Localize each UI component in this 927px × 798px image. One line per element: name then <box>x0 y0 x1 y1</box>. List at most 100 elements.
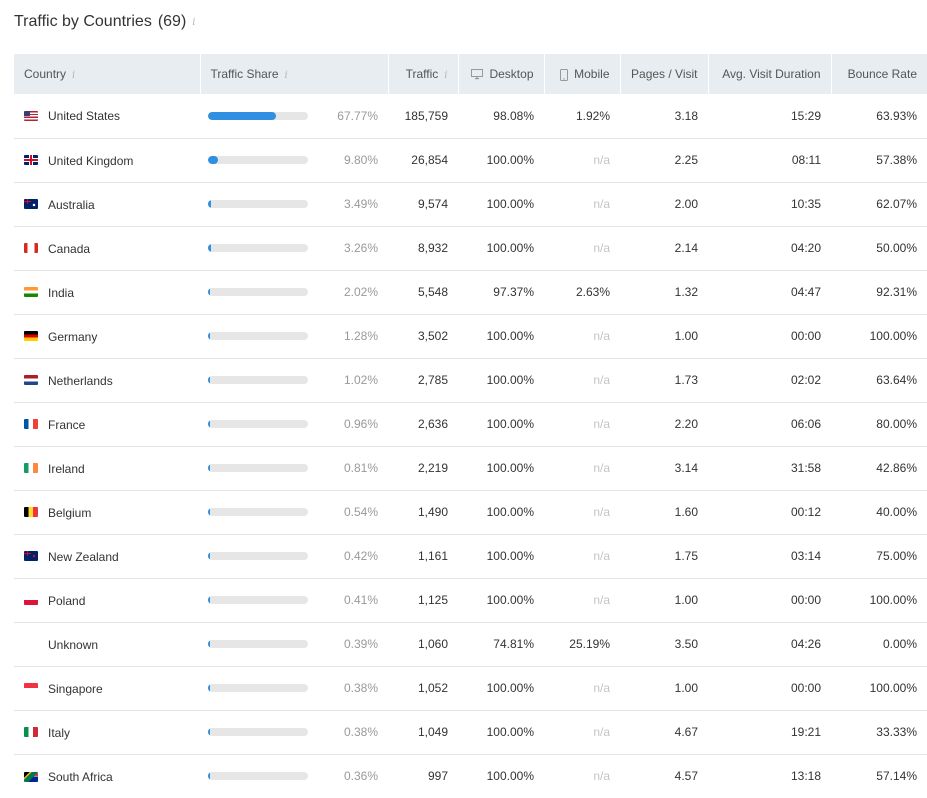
country-link[interactable]: New Zealand <box>48 549 119 564</box>
table-row[interactable]: Singapore 0.38% 1,052 100.00% n/a 1.00 00:00 10… <box>14 666 927 710</box>
col-country[interactable]: Country i <box>24 67 76 81</box>
table-row[interactable]: New Zealand 0.42% 1,161 100.00% n/a 1.75 03:14… <box>14 534 927 578</box>
cell-mobile: n/a <box>593 241 610 255</box>
table-row[interactable]: South Africa 0.36% 997 100.00% n/a 4.57 13:18 5… <box>14 754 927 798</box>
cell-country: Poland <box>14 578 200 622</box>
flag-in-icon <box>24 287 38 298</box>
table-row[interactable]: France 0.96% 2,636 100.00% n/a 2.20 06:06 80.00… <box>14 402 927 446</box>
table-row[interactable]: Canada 3.26% 8,932 100.00% n/a 2.14 04:20 50.00… <box>14 226 927 270</box>
traffic-share-bar <box>208 640 308 648</box>
cell-desktop: 97.37% <box>493 285 534 299</box>
country-link[interactable]: Poland <box>48 593 86 608</box>
traffic-share-bar <box>208 684 308 692</box>
country-link[interactable]: Canada <box>48 241 91 256</box>
col-traffic[interactable]: Traffic i <box>387 54 458 94</box>
info-icon[interactable]: i <box>444 70 448 81</box>
table-row[interactable]: Germany 1.28% 3,502 100.00% n/a 1.00 00:00 100.… <box>14 314 927 358</box>
country-link[interactable]: Ireland <box>48 461 85 476</box>
cell-mobile: n/a <box>593 197 610 211</box>
col-bounce-rate[interactable]: Bounce Rate <box>830 54 927 94</box>
title-info-icon[interactable]: i <box>192 16 196 28</box>
country-link[interactable]: Belgium <box>48 505 92 520</box>
traffic-share-bar-fill <box>208 376 210 384</box>
traffic-share-bar-fill <box>208 464 210 472</box>
cell-avg-visit-duration: 00:00 <box>790 329 821 343</box>
cell-traffic-share: 0.81% <box>200 446 388 490</box>
table-row[interactable]: India 2.02% 5,548 97.37% 2.63% 1.32 04:47 92.31… <box>14 270 927 314</box>
cell-desktop: 74.81% <box>493 637 534 651</box>
cell-mobile: 2.63% <box>575 285 610 299</box>
cell-traffic: 26,854 <box>411 153 448 167</box>
traffic-share-bar <box>208 420 308 428</box>
table-row[interactable]: Belgium 0.54% 1,490 100.00% n/a 1.60 00:12 40.0… <box>14 490 927 534</box>
table-row[interactable]: Poland 0.41% 1,125 100.00% n/a 1.00 00:00 100.0… <box>14 578 927 622</box>
traffic-share-bar <box>208 508 308 516</box>
cell-bounce-rate: 62.07% <box>876 197 917 211</box>
flag-ie-icon <box>24 463 38 474</box>
table-row[interactable]: Australia 3.49% 9,574 100.00% n/a 2.00 10:35 62… <box>14 182 927 226</box>
cell-mobile: n/a <box>593 329 610 343</box>
traffic-share-percent: 0.38% <box>343 725 378 739</box>
desktop-icon <box>471 69 484 80</box>
traffic-share-percent: 0.81% <box>343 461 378 475</box>
info-icon[interactable]: i <box>284 70 288 81</box>
traffic-share-percent: 0.41% <box>343 593 378 607</box>
table-row[interactable]: Netherlands 1.02% 2,785 100.00% n/a 1.73 02:02… <box>14 358 927 402</box>
col-traffic-share[interactable]: Traffic Share i <box>199 54 388 94</box>
table-row[interactable]: Ireland 0.81% 2,219 100.00% n/a 3.14 31:58 42.8… <box>14 446 927 490</box>
country-link[interactable]: France <box>48 417 86 432</box>
country-link[interactable]: United Kingdom <box>48 153 134 168</box>
col-pages-per-visit[interactable]: Pages / Visit <box>619 54 708 94</box>
flag-be-icon <box>24 507 38 518</box>
cell-country: Belgium <box>14 490 200 534</box>
traffic-share-percent: 0.38% <box>343 681 378 695</box>
traffic-share-bar <box>208 332 308 340</box>
cell-traffic: 1,060 <box>417 637 448 651</box>
cell-bounce-rate: 63.93% <box>876 108 917 123</box>
col-avg-visit-duration[interactable]: Avg. Visit Duration <box>707 54 831 94</box>
info-icon[interactable]: i <box>72 70 76 81</box>
cell-country: Canada <box>14 226 200 270</box>
col-desktop[interactable]: Desktop <box>457 54 544 94</box>
col-mobile[interactable]: Mobile <box>543 54 620 94</box>
cell-mobile: n/a <box>593 417 610 431</box>
cell-bounce-rate: 42.86% <box>876 461 917 475</box>
country-link[interactable]: Italy <box>48 725 71 740</box>
cell-bounce-rate: 57.14% <box>876 769 917 784</box>
cell-desktop: 100.00% <box>486 373 534 387</box>
country-count: (69) <box>157 13 187 30</box>
cell-pages-per-visit: 1.32 <box>674 285 698 299</box>
country-link[interactable]: Singapore <box>48 681 103 696</box>
cell-bounce-rate: 75.00% <box>876 549 917 563</box>
country-link[interactable]: South Africa <box>48 769 113 784</box>
country-link[interactable]: United States <box>48 109 121 124</box>
table-row[interactable]: United Kingdom 9.80% 26,854 100.00% n/a 2.25 0… <box>14 138 927 182</box>
cell-bounce-rate: 0.00% <box>882 637 917 651</box>
cell-avg-visit-duration: 00:00 <box>790 593 821 607</box>
cell-country: Ireland <box>14 446 200 490</box>
traffic-share-bar-fill <box>208 552 210 560</box>
cell-avg-visit-duration: 04:20 <box>790 241 821 255</box>
table-row[interactable]: Italy 0.38% 1,049 100.00% n/a 4.67 19:21 33.33% <box>14 710 927 754</box>
cell-traffic: 3,502 <box>417 329 448 343</box>
cell-country: Germany <box>14 314 200 358</box>
cell-desktop: 100.00% <box>486 197 534 211</box>
cell-traffic-share: 2.02% <box>200 270 388 314</box>
country-link[interactable]: Germany <box>48 329 98 344</box>
country-link[interactable]: India <box>48 285 75 300</box>
cell-traffic-share: 3.26% <box>200 226 388 270</box>
cell-mobile: 25.19% <box>569 637 610 651</box>
table-row[interactable]: United States 67.77% 185,759 98.08% 1.92% 3.1… <box>14 94 927 138</box>
traffic-share-percent: 0.96% <box>343 417 378 431</box>
cell-traffic: 9,574 <box>417 197 448 211</box>
country-link[interactable]: Unknown <box>48 637 99 652</box>
flag-za-icon <box>24 771 38 782</box>
table-row[interactable]: Unknown 0.39% 1,060 74.81% 25.19% 3.50 04:26 0.… <box>14 622 927 666</box>
cell-country: United States <box>14 94 200 138</box>
flag-gb-icon <box>24 155 38 166</box>
country-link[interactable]: Australia <box>48 197 95 212</box>
traffic-share-bar-fill <box>208 684 210 692</box>
cell-bounce-rate: 92.31% <box>876 285 917 299</box>
cell-mobile: n/a <box>593 461 610 475</box>
country-link[interactable]: Netherlands <box>48 373 113 388</box>
